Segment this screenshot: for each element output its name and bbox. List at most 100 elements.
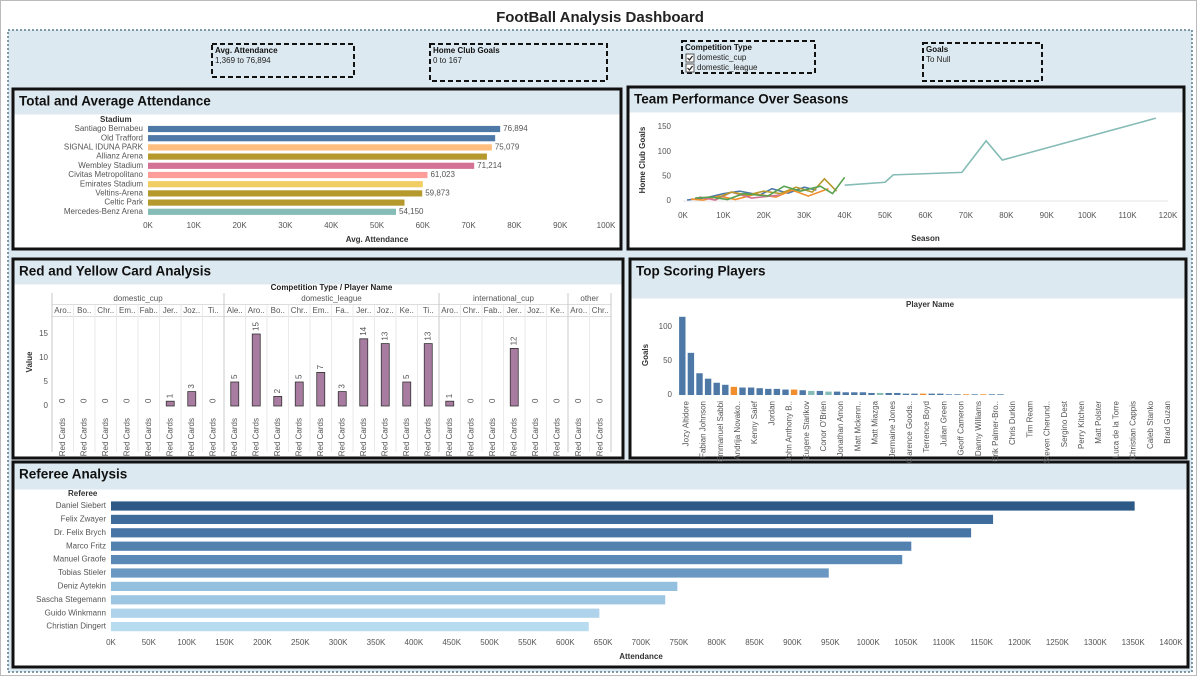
x-tick-label: 250K <box>291 638 310 647</box>
measure-label: Red Cards <box>165 418 174 456</box>
x-tick-label: 20K <box>757 211 772 220</box>
group-label: other <box>580 294 599 303</box>
player-label: Joz.. <box>183 306 200 315</box>
bar <box>251 333 261 407</box>
measure-label: Red Cards <box>58 418 67 456</box>
category-label: Manuel Graofe <box>53 555 106 564</box>
category-label: Emirates Stadium <box>80 179 143 188</box>
bar <box>316 371 326 407</box>
x-tick-label: John Anthony B.. <box>785 401 794 462</box>
measure-label: Red Cards <box>208 418 217 456</box>
y-tick-label: 0 <box>668 390 673 399</box>
checkbox[interactable] <box>685 63 695 73</box>
bar <box>111 555 903 565</box>
y-axis-title: Referee <box>68 489 98 498</box>
bar <box>337 391 347 407</box>
bar <box>730 386 738 395</box>
bar <box>111 581 678 591</box>
x-tick-label: Luca de la Torre <box>1111 400 1120 458</box>
x-tick-label: 80K <box>999 211 1014 220</box>
category-label: Felix Zwayer <box>61 515 107 524</box>
bar <box>111 608 600 618</box>
value-label: 76,894 <box>503 124 528 133</box>
x-tick-label: 550K <box>518 638 537 647</box>
bar <box>148 171 428 179</box>
player-label: Jer.. <box>163 306 178 315</box>
measure-label: Red Cards <box>101 418 110 456</box>
value-label: 7 <box>316 364 325 369</box>
value-label: 71,214 <box>477 161 502 170</box>
filter-box[interactable] <box>922 42 1043 82</box>
value-label: 0 <box>552 398 561 403</box>
filter-box[interactable] <box>429 43 608 82</box>
category-label: Mercedes-Benz Arena <box>64 207 144 216</box>
y-axis-title: Goals <box>641 343 650 366</box>
x-tick-label: 950K <box>821 638 840 647</box>
bar <box>782 389 789 395</box>
x-tick-label: Kenny Saief <box>750 400 759 444</box>
dashboard-title: FootBall Analysis Dashboard <box>496 9 704 26</box>
x-tick-label: Emmanuel Sabbi <box>716 401 725 462</box>
player-label: Joz.. <box>377 306 394 315</box>
bar <box>111 541 912 551</box>
x-tick-label: 110K <box>1119 211 1138 220</box>
checkbox[interactable] <box>685 53 695 63</box>
series-line <box>695 176 846 201</box>
bar <box>423 343 433 407</box>
player-label: Chr.. <box>97 306 114 315</box>
x-tick-label: 50K <box>142 638 157 647</box>
player-label: Fa.. <box>335 306 349 315</box>
value-label: 14 <box>359 326 368 335</box>
x-tick-label: Matt Miazga <box>871 400 880 444</box>
y-tick-label: 15 <box>39 329 48 338</box>
bar <box>739 387 746 395</box>
x-tick-label: Matt Polster <box>1094 401 1103 444</box>
x-tick-label: Christian Cappis <box>1129 401 1138 460</box>
bar <box>273 395 283 407</box>
x-tick-label: 300K <box>329 638 348 647</box>
x-tick-label: 600K <box>556 638 575 647</box>
x-tick-label: 1000K <box>857 638 881 647</box>
x-axis-title: Player Name <box>906 300 955 309</box>
filter-value: 1,369 to 76,894 <box>215 56 271 65</box>
x-tick-label: 400K <box>405 638 424 647</box>
bar <box>954 394 961 395</box>
x-tick-label: 800K <box>707 638 726 647</box>
filter-box[interactable] <box>681 40 816 74</box>
bar <box>679 316 686 395</box>
x-tick-label: Matt Mckenn.. <box>853 401 862 451</box>
bar <box>747 387 755 395</box>
x-tick-label: Sergino Dest <box>1060 400 1069 447</box>
measure-label: Red Cards <box>574 418 583 456</box>
x-tick-label: 150K <box>215 638 234 647</box>
x-tick-label: 100K <box>177 638 196 647</box>
player-label: Aro.. <box>441 306 458 315</box>
bar <box>696 373 703 395</box>
bar <box>165 400 175 407</box>
player-label: Em.. <box>119 306 135 315</box>
measure-label: Red Cards <box>79 418 88 456</box>
x-tick-label: Perry Kitchen <box>1077 401 1086 449</box>
value-label: 59,873 <box>425 189 450 198</box>
bar <box>294 381 304 407</box>
x-tick-label: 1250K <box>1046 638 1070 647</box>
category-label: Civitas Metropolitano <box>68 170 143 179</box>
bar <box>713 382 720 395</box>
bar <box>937 393 944 395</box>
x-tick-label: 90K <box>553 221 568 230</box>
x-tick-label: 350K <box>367 638 386 647</box>
measure-label: Red Cards <box>402 418 411 456</box>
bar <box>230 381 240 407</box>
player-label: Aro.. <box>570 306 587 315</box>
bar <box>445 400 455 407</box>
measure-label: Red Cards <box>316 418 325 456</box>
value-label: 54,150 <box>399 207 424 216</box>
panel-header <box>631 260 1185 299</box>
measure-label: Red Cards <box>144 418 153 456</box>
player-label: Chr.. <box>463 306 480 315</box>
bar <box>148 144 492 151</box>
player-label: Fab.. <box>484 306 502 315</box>
x-tick-label: Terrence Boyd <box>922 401 931 453</box>
value-label: 0 <box>595 398 604 403</box>
